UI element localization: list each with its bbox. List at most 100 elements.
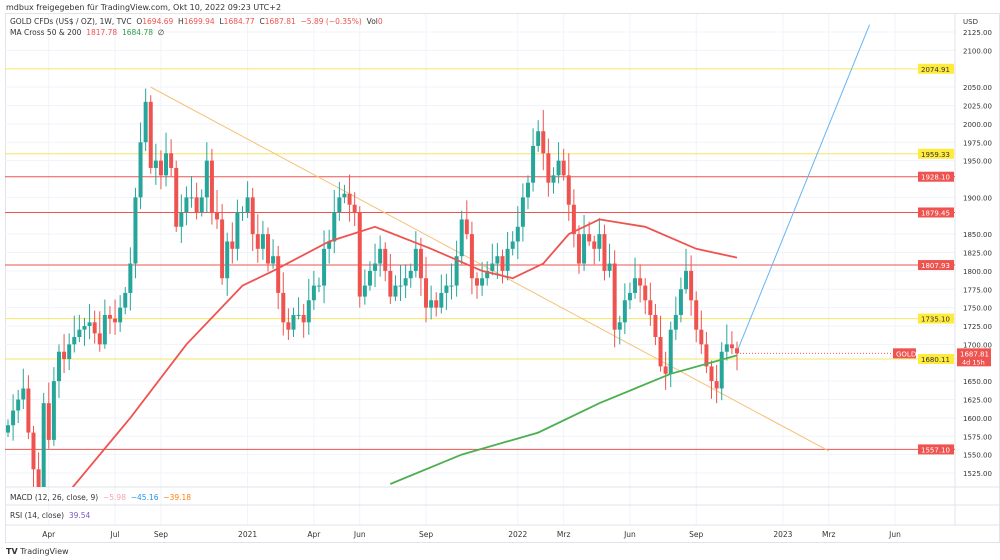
candle-body <box>388 270 393 297</box>
candle-body <box>286 322 291 330</box>
candle-body <box>495 256 500 264</box>
symbol-badge <box>893 348 916 359</box>
ma-legend[interactable]: MA Cross 50 & 200 1817.78 1684.78 ∅ <box>10 28 165 37</box>
price-level-label: 1735.10 <box>921 316 950 324</box>
candle-body <box>322 248 327 286</box>
candle-body <box>26 388 31 433</box>
candle-body <box>622 300 627 323</box>
candle-body <box>199 197 204 213</box>
candle-body <box>561 160 566 176</box>
candle-body <box>271 256 276 264</box>
y-tick-label: 1725.00 <box>963 323 992 331</box>
candle-body <box>408 270 413 279</box>
candle-body <box>704 344 709 367</box>
candle-body <box>393 285 398 297</box>
candle-body <box>153 160 158 168</box>
candle-body <box>255 234 260 249</box>
candle-body <box>220 219 225 279</box>
candle-body <box>592 241 597 249</box>
y-tick-label: 1975.00 <box>963 139 992 147</box>
candle-body <box>327 241 332 249</box>
candle-body <box>209 160 214 213</box>
shared-by-text: mdbux freigegeben für TradingView.com, O… <box>6 3 282 12</box>
candle-body <box>194 197 199 213</box>
tradingview-logo: TV TradingView <box>6 547 69 556</box>
price-level-badge <box>918 63 954 74</box>
y-tick-label: 1700.00 <box>963 341 992 349</box>
candle-body <box>541 131 546 154</box>
price-level-label: 2074.91 <box>921 66 950 74</box>
x-tick-label: Sep <box>154 530 168 539</box>
x-tick-label: Mrz <box>822 530 836 539</box>
y-tick-label: 1650.00 <box>963 378 992 386</box>
candle-body <box>378 248 383 264</box>
x-tick-label: Mrz <box>557 530 571 539</box>
x-tick-label: Sep <box>689 530 703 539</box>
y-tick-label: 1600.00 <box>963 415 992 423</box>
candle-body <box>459 219 464 257</box>
candle-body <box>367 270 372 286</box>
price-level-badge <box>918 171 954 182</box>
candle-body <box>6 425 10 433</box>
high-value: 1699.94 <box>183 17 215 26</box>
price-level-badge <box>918 207 954 218</box>
candle-body <box>123 292 128 308</box>
candle-body <box>724 344 729 352</box>
candle-body <box>260 234 265 249</box>
candle-body <box>250 197 255 235</box>
candle-body <box>296 314 301 316</box>
candle-body <box>694 300 699 330</box>
candle-body <box>133 197 138 264</box>
candle-body <box>347 193 352 205</box>
candle-body <box>102 314 107 345</box>
price-level-label: 1557.10 <box>921 446 950 454</box>
candle-body <box>587 234 592 242</box>
candle-body <box>617 322 622 330</box>
volume-value: 0 <box>377 17 383 26</box>
y-tick-label: 1775.00 <box>963 286 992 294</box>
candle-body <box>169 153 174 168</box>
macd-legend[interactable]: MACD (12, 26, close, 9) −5.98 −45.16 −39… <box>10 493 192 502</box>
candle-body <box>62 351 67 360</box>
candle-body <box>41 403 46 487</box>
candle-body <box>454 256 459 286</box>
candle-body <box>480 278 485 286</box>
candle-body <box>505 248 510 271</box>
candle-body <box>658 337 663 367</box>
candle-body <box>729 344 734 349</box>
candle-body <box>128 263 133 293</box>
candle-body <box>118 307 123 323</box>
y-tick-label: 1950.00 <box>963 158 992 166</box>
ma200-line <box>389 354 738 485</box>
candle-body <box>240 212 245 214</box>
y-tick-label: 1625.00 <box>963 397 992 405</box>
y-tick-label: 1750.00 <box>963 305 992 313</box>
candle-body <box>531 145 536 183</box>
candle-body <box>413 248 418 271</box>
candle-body <box>245 197 250 213</box>
candle-body <box>316 285 321 287</box>
candle-body <box>230 241 235 249</box>
candle-body <box>204 160 209 198</box>
candle-body <box>306 300 311 323</box>
ma-hidden-icon[interactable]: ∅ <box>157 28 165 37</box>
candle-body <box>576 234 581 264</box>
rsi-legend[interactable]: RSI (14, close) 39.54 <box>10 511 91 520</box>
y-tick-label: 1850.00 <box>963 231 992 239</box>
symbol-legend: GOLD CFDs (US$ / OZ), 1W, TVC O1694.69 H… <box>10 17 383 26</box>
candle-body <box>311 285 316 301</box>
last-price-label: 1687.81 <box>960 350 989 358</box>
y-tick-label: 1900.00 <box>963 194 992 202</box>
candle-body <box>643 285 648 301</box>
candle-body <box>383 248 388 271</box>
candle-body <box>434 300 439 308</box>
y-tick-label: 2025.00 <box>963 103 992 111</box>
candle-body <box>638 278 643 286</box>
x-tick-label: 2022 <box>508 530 527 539</box>
candle-body <box>46 403 51 440</box>
price-level-label: 1928.10 <box>921 174 950 182</box>
candle-body <box>158 160 163 176</box>
candle-body <box>189 197 194 199</box>
candle-body <box>566 175 571 205</box>
